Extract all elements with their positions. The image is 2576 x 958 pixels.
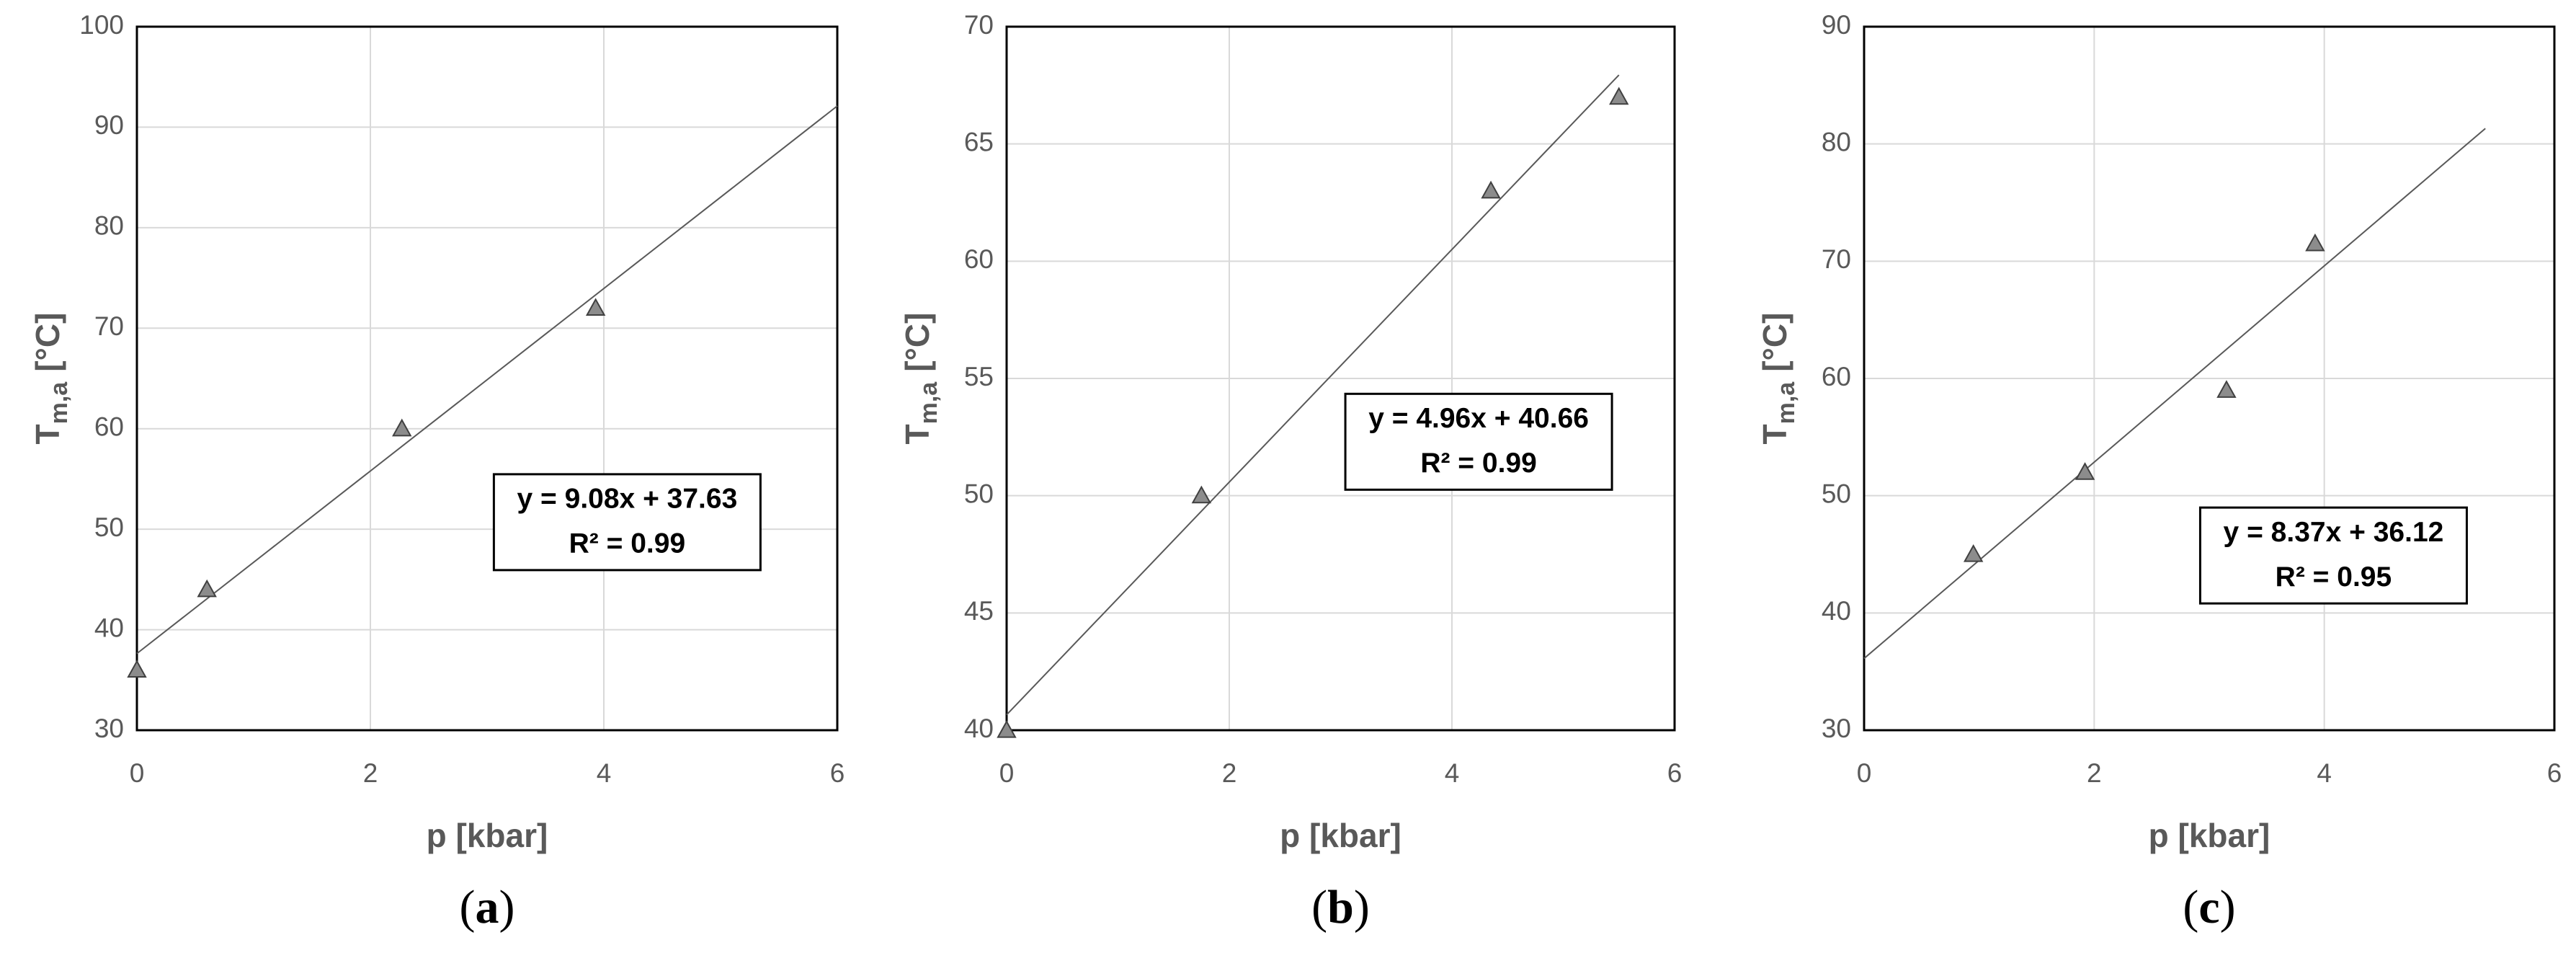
data-point <box>127 660 147 678</box>
y-tick-label: 30 <box>1822 714 1851 743</box>
equation-box <box>1344 392 1613 491</box>
y-tick-label: 70 <box>1822 244 1851 274</box>
y-tick-label: 40 <box>964 714 994 743</box>
r-squared-label: R² = 0.99 <box>1420 448 1537 479</box>
plot-frame <box>1863 25 2556 732</box>
equation-label: y = 8.37x + 36.12 <box>2224 517 2444 548</box>
y-tick-label: 60 <box>1822 362 1851 391</box>
x-tick-label: 6 <box>830 758 845 788</box>
caption: (a) <box>460 881 515 933</box>
x-tick-label: 2 <box>2087 758 2102 788</box>
x-tick-label: 0 <box>999 758 1015 788</box>
plot-frame <box>1005 25 1676 732</box>
y-axis-label: Tm,a [°C] <box>29 313 73 445</box>
x-tick-label: 6 <box>1667 758 1683 788</box>
caption-open: ( <box>2183 881 2198 933</box>
y-axis-label-main: T <box>29 424 66 444</box>
y-tick-label: 60 <box>964 244 994 274</box>
x-tick-label: 6 <box>2547 758 2562 788</box>
y-axis-label-unit: [°C] <box>899 313 936 372</box>
y-axis-label-sub: m,a <box>1773 381 1800 425</box>
data-point <box>997 719 1017 738</box>
x-tick-label: 4 <box>2317 758 2332 788</box>
y-tick-label: 40 <box>1822 596 1851 626</box>
caption-letter: c <box>2198 881 2219 933</box>
y-axis-label-main: T <box>899 424 936 444</box>
data-point <box>2216 380 2237 398</box>
y-tick-label: 70 <box>964 10 994 40</box>
y-tick-label: 50 <box>964 479 994 508</box>
equation-label: y = 4.96x + 40.66 <box>1368 403 1589 434</box>
caption-letter: b <box>1327 881 1354 933</box>
y-tick-label: 70 <box>94 311 124 341</box>
r-squared-label: R² = 0.99 <box>569 528 686 559</box>
y-tick-label: 40 <box>94 613 124 642</box>
caption-close: ) <box>499 881 515 933</box>
chart-panel: 30 40 50 60 70 80 90 0 2 4 6 y = 8.37x + 36.12 R² = … <box>1756 10 2562 933</box>
caption-close: ) <box>2220 881 2236 933</box>
trendline <box>1863 128 2486 660</box>
x-tick-label: 2 <box>1222 758 1237 788</box>
x-tick-label: 0 <box>130 758 145 788</box>
caption-open: ( <box>460 881 476 933</box>
chart-panel: 30 40 50 60 70 80 90 100 0 2 4 6 y = 9.08x + 37.63 R²… <box>29 10 844 933</box>
y-tick-label: 90 <box>1822 10 1851 40</box>
data-point <box>1191 485 1212 504</box>
equation-label: y = 9.08x + 37.63 <box>517 484 738 515</box>
x-axis-label: p [kbar] <box>1280 817 1401 854</box>
y-tick-label: 30 <box>94 714 124 743</box>
equation-box <box>492 473 762 572</box>
y-tick-label: 65 <box>964 127 994 156</box>
caption-close: ) <box>1354 881 1370 933</box>
x-axis-label: p [kbar] <box>427 817 548 854</box>
y-axis-label-main: T <box>1756 424 1793 444</box>
caption: (b) <box>1311 881 1370 933</box>
x-tick-label: 4 <box>1445 758 1460 788</box>
data-point <box>1609 87 1629 105</box>
y-axis-label-sub: m,a <box>45 381 73 425</box>
y-axis-label-unit: [°C] <box>29 313 66 372</box>
data-point <box>392 418 412 437</box>
x-tick-label: 2 <box>363 758 378 788</box>
r-squared-label: R² = 0.95 <box>2276 562 2392 593</box>
y-tick-label: 60 <box>94 412 124 441</box>
y-axis-label-sub: m,a <box>915 381 942 425</box>
y-tick-label: 80 <box>94 211 124 241</box>
data-point <box>197 579 217 598</box>
y-tick-label: 90 <box>94 110 124 140</box>
y-axis-label: Tm,a [°C] <box>1756 313 1800 445</box>
y-tick-label: 55 <box>964 362 994 391</box>
data-point <box>2074 462 2095 480</box>
data-point <box>1963 544 1984 562</box>
caption-letter: a <box>476 881 499 933</box>
x-axis-label: p [kbar] <box>2149 817 2270 854</box>
y-tick-label: 50 <box>1822 479 1851 508</box>
trendline <box>136 105 838 655</box>
caption: (c) <box>2183 881 2235 933</box>
y-axis-label-unit: [°C] <box>1756 313 1793 372</box>
data-point <box>1481 180 1501 199</box>
data-point <box>585 298 606 316</box>
chart-panel: 40 45 50 55 60 65 70 0 2 4 6 y = 4.96x + 40.66 R² = … <box>899 10 1682 933</box>
equation-box <box>2198 506 2468 605</box>
y-axis-label: Tm,a [°C] <box>899 313 942 445</box>
x-tick-label: 0 <box>1857 758 1872 788</box>
x-tick-label: 4 <box>597 758 612 788</box>
caption-open: ( <box>1311 881 1327 933</box>
y-tick-label: 80 <box>1822 127 1851 156</box>
data-point <box>2305 233 2325 252</box>
y-tick-label: 45 <box>964 596 994 626</box>
trendline <box>1006 74 1620 716</box>
plot-frame <box>135 25 839 732</box>
y-tick-label: 50 <box>94 513 124 542</box>
y-tick-label: 100 <box>79 10 124 40</box>
